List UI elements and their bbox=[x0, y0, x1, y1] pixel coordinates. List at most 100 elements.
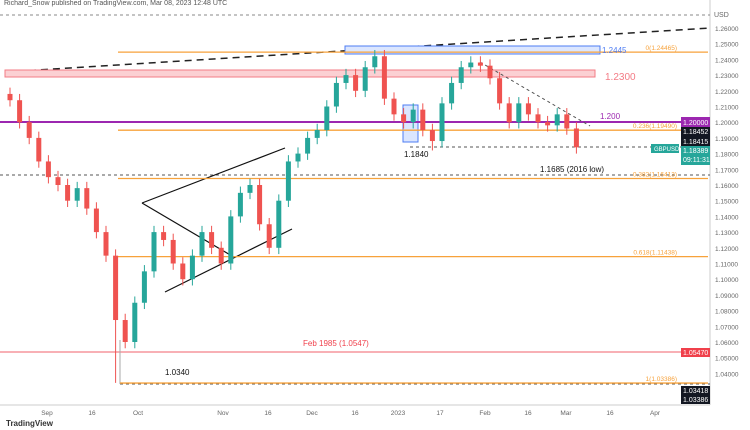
fib-level-label: 0.382(1.16413) bbox=[633, 172, 677, 179]
candle-body bbox=[506, 103, 512, 123]
x-tick-label: 2023 bbox=[391, 410, 406, 417]
x-tick-label: 16 bbox=[606, 410, 614, 417]
y-tick-label: 1.04000 bbox=[715, 371, 739, 378]
y-tick-label: 1.05000 bbox=[715, 356, 739, 363]
y-tick-label: 1.18000 bbox=[715, 152, 739, 159]
support-box-11840 bbox=[402, 104, 419, 143]
candle-body bbox=[449, 82, 455, 104]
label-10340: 1.0340 bbox=[165, 368, 190, 377]
candle-body bbox=[65, 185, 71, 201]
candle-body bbox=[161, 232, 167, 240]
candle-body bbox=[525, 103, 531, 115]
tag-105470: 1.05470 bbox=[683, 350, 708, 357]
candle-body bbox=[324, 106, 330, 131]
candle-body bbox=[93, 208, 99, 233]
candle-body bbox=[458, 67, 464, 83]
candle-body bbox=[305, 137, 311, 154]
candle-body bbox=[55, 177, 61, 185]
candle-body bbox=[535, 114, 541, 123]
candle-body bbox=[228, 216, 234, 264]
candle-body bbox=[429, 130, 435, 142]
candle-body bbox=[497, 78, 503, 104]
tag-118452: 1.18452 bbox=[683, 129, 708, 136]
candle-body bbox=[141, 271, 147, 303]
fib-level-label: 0.618(1.11438) bbox=[633, 250, 677, 257]
y-tick-label: 1.22000 bbox=[715, 89, 739, 96]
y-tick-label: 1.08000 bbox=[715, 309, 739, 316]
label-11840: 1.1840 bbox=[404, 150, 429, 159]
y-tick-label: 1.12000 bbox=[715, 246, 739, 253]
candle-body bbox=[266, 224, 272, 248]
candle-body bbox=[17, 100, 23, 123]
candle-body bbox=[132, 302, 138, 342]
x-tick-label: Nov bbox=[217, 410, 229, 417]
candle-body bbox=[276, 200, 282, 248]
y-tick-label: 1.26000 bbox=[715, 26, 739, 33]
wedge-left-line bbox=[141, 202, 233, 257]
label-12445: 1.2445 bbox=[602, 46, 627, 55]
candle-body bbox=[545, 122, 551, 126]
candle-body bbox=[209, 232, 215, 248]
candle-body bbox=[362, 67, 368, 91]
candle-body bbox=[353, 75, 359, 91]
tag-103418: 1.03418 bbox=[683, 388, 708, 395]
candle-body bbox=[285, 161, 291, 201]
candle-body bbox=[516, 103, 522, 123]
candle-body bbox=[487, 65, 493, 79]
label-2016-low: 1.1685 (2016 low) bbox=[540, 165, 604, 174]
y-tick-label: 1.16000 bbox=[715, 183, 739, 190]
candle-body bbox=[36, 137, 42, 162]
fib-level-label: 1(1.03386) bbox=[646, 376, 677, 383]
candle-body bbox=[554, 114, 560, 126]
candle-body bbox=[170, 239, 176, 264]
candle-body bbox=[122, 320, 128, 342]
candle-body bbox=[468, 62, 474, 68]
candle-body bbox=[199, 232, 205, 256]
candle-body bbox=[477, 62, 483, 66]
tradingview-logo: TradingView bbox=[6, 419, 53, 428]
y-tick-label: 1.14000 bbox=[715, 214, 739, 221]
candle-body bbox=[343, 75, 349, 83]
y-tick-label: 1.20000 bbox=[715, 120, 739, 127]
x-tick-label: 16 bbox=[264, 410, 272, 417]
candle-body bbox=[401, 114, 407, 123]
candle-body bbox=[189, 255, 195, 280]
y-tick-label: 1.21000 bbox=[715, 105, 739, 112]
candle-body bbox=[26, 122, 32, 138]
y-tick-label: 1.13000 bbox=[715, 230, 739, 237]
candle-body bbox=[564, 114, 570, 129]
candle-body bbox=[247, 185, 253, 193]
candle-body bbox=[439, 103, 445, 142]
x-tick-label: Feb bbox=[479, 410, 491, 417]
currency-label: USD bbox=[714, 12, 729, 19]
candle-body bbox=[103, 232, 109, 256]
candle-body bbox=[84, 188, 90, 209]
y-tick-label: 1.19000 bbox=[715, 136, 739, 143]
y-tick-label: 1.15000 bbox=[715, 199, 739, 206]
y-tick-label: 1.06000 bbox=[715, 340, 739, 347]
y-tick-label: 1.10000 bbox=[715, 277, 739, 284]
x-tick-label: Dec bbox=[306, 410, 318, 417]
fib-level-label: 0.236(1.19490) bbox=[633, 123, 677, 130]
x-tick-label: 16 bbox=[524, 410, 532, 417]
fib-level-label: 0(1.24465) bbox=[646, 45, 677, 52]
candle-body bbox=[7, 93, 13, 101]
candle-body bbox=[45, 161, 51, 178]
candle-body bbox=[218, 247, 224, 264]
candle-body bbox=[391, 98, 397, 115]
candle-body bbox=[151, 232, 157, 272]
x-tick-label: Oct bbox=[133, 410, 143, 417]
x-tick-label: 16 bbox=[88, 410, 96, 417]
x-tick-label: Sep bbox=[41, 410, 53, 417]
publish-header: Richard_Snow published on TradingView.co… bbox=[4, 0, 228, 7]
candle-body bbox=[410, 109, 416, 123]
candle-body bbox=[333, 82, 339, 107]
candle-body bbox=[573, 128, 579, 148]
candle-body bbox=[381, 56, 387, 99]
resistance-zone-12300 bbox=[4, 69, 596, 78]
symbol-tag: GBPUSD bbox=[654, 147, 680, 153]
y-tick-label: 1.17000 bbox=[715, 167, 739, 174]
tag-last-price: 1.18389 bbox=[683, 148, 708, 155]
tag-103386: 1.03386 bbox=[683, 397, 708, 404]
